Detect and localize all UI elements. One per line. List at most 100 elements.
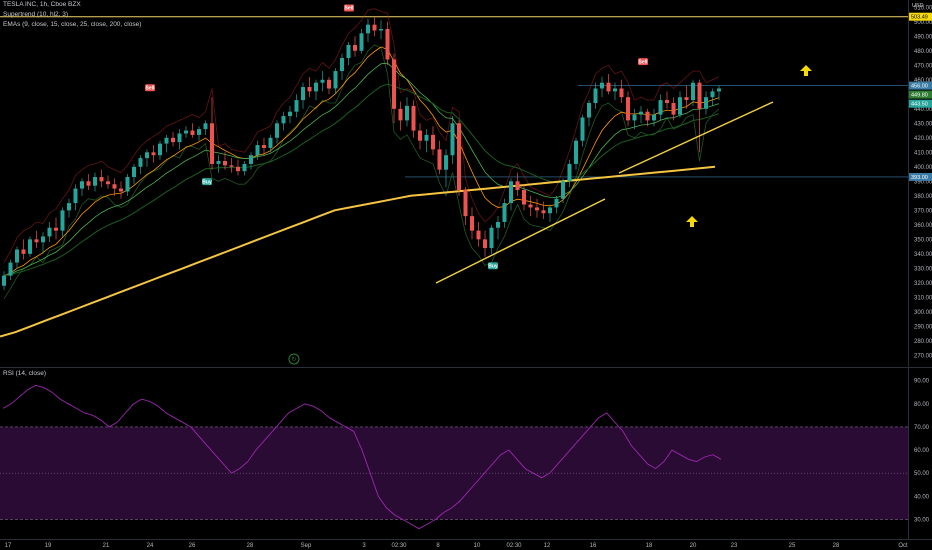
price-tag — [909, 99, 932, 108]
rsi-tick: 40.00 — [914, 494, 930, 500]
price-tag-text: 456.00 — [911, 84, 928, 90]
up-arrow[interactable] — [800, 65, 812, 76]
time-tick: Oct — [898, 543, 908, 549]
rsi-pane — [0, 384, 908, 530]
time-tick: 17 — [5, 543, 12, 549]
price-tick: 360.00 — [914, 223, 932, 229]
candle-body — [15, 249, 19, 263]
candle-body — [613, 88, 617, 92]
supertrend-down-line — [3, 8, 720, 263]
time-tick: 3 — [362, 543, 366, 549]
candle-body — [307, 87, 312, 92]
candle-body — [236, 166, 240, 172]
price-tick: 320.00 — [914, 281, 932, 287]
candle-body — [476, 230, 481, 240]
candle-body — [203, 123, 208, 130]
candle-body — [587, 102, 591, 118]
ema-lines — [0, 46, 720, 338]
candle-body — [320, 79, 325, 83]
price-tick: 340.00 — [914, 252, 932, 258]
candle-body — [528, 204, 533, 208]
supertrend — [3, 8, 720, 300]
candle-body — [535, 207, 539, 211]
candle-body — [112, 184, 117, 189]
candle-body — [379, 29, 383, 31]
supertrend-legend[interactable]: Supertrend (10, hl2, 3) — [3, 11, 69, 18]
price-tag-text: 443.50 — [911, 102, 928, 108]
rsi-legend[interactable]: RSI (14, close) — [3, 370, 46, 377]
rsi-tick: 70.00 — [914, 425, 930, 431]
price-tick: 480.00 — [914, 49, 932, 55]
time-tick: Sep — [301, 543, 312, 549]
ema-25-line — [3, 83, 720, 277]
price-tick: 440.00 — [914, 107, 932, 113]
rsi-axis: 30.00 40.00 50.00 60.00 70.00 80.00 90.00 — [914, 379, 930, 524]
candle-body — [444, 155, 448, 170]
candle-body — [463, 190, 468, 217]
price-tick: 390.00 — [914, 179, 932, 185]
trendline[interactable] — [435, 198, 606, 284]
candle-body — [281, 116, 286, 124]
price-tick: 430.00 — [914, 121, 932, 127]
candle-body — [424, 134, 429, 141]
symbol-legend[interactable]: TESLA INC, 1h, Cboe BZX — [3, 1, 81, 8]
candle-body — [132, 166, 136, 177]
time-tick: 12 — [544, 543, 551, 549]
price-tick: 350.00 — [914, 237, 932, 243]
candle-body — [275, 123, 279, 138]
candle-body — [366, 24, 370, 34]
up-arrow[interactable] — [686, 216, 698, 227]
price-tag — [909, 172, 932, 181]
price-tick: 500.00 — [914, 20, 932, 26]
candle-body — [671, 102, 676, 115]
candle-body — [177, 133, 182, 143]
candle-body — [405, 105, 409, 121]
replay-icon[interactable] — [288, 353, 300, 365]
candle-body — [502, 203, 507, 222]
sell-signal — [344, 4, 354, 12]
price-tag-text: 503.49 — [911, 15, 928, 21]
candle-body — [145, 152, 149, 159]
price-tick: 420.00 — [914, 136, 932, 142]
candle-body — [561, 181, 565, 199]
time-tick: 16 — [590, 543, 597, 549]
time-axis[interactable]: 17 19 21 24 26 28 Sep 3 02:30 8 10 02:30 12 16 18 20 23 2… — [5, 543, 908, 549]
candle-body — [372, 24, 377, 31]
candle-body — [294, 100, 299, 112]
candle-body — [353, 44, 357, 51]
trendlines[interactable] — [435, 101, 774, 284]
candle-body — [21, 249, 26, 254]
candle-body — [138, 158, 143, 167]
candle-body — [489, 227, 494, 249]
candle-body — [158, 143, 162, 156]
trendline[interactable] — [618, 101, 774, 174]
time-tick: 26 — [189, 543, 196, 549]
supertrend-signals: Sell Buy Sell Buy Sell — [145, 4, 648, 269]
candles — [2, 17, 721, 291]
candle-body — [268, 137, 273, 148]
rsi-tick: 90.00 — [914, 379, 930, 385]
candle-body — [431, 134, 435, 150]
candle-body — [346, 44, 351, 59]
candle-body — [639, 111, 643, 115]
time-tick: 28 — [833, 543, 840, 549]
time-tick: 25 — [789, 543, 796, 549]
candle-body — [93, 176, 97, 186]
emas-legend[interactable]: EMAs (9, close, 15, close, 25, close, 20… — [3, 21, 142, 28]
sell-signal — [145, 84, 155, 92]
candle-body — [554, 198, 559, 208]
candle-body — [710, 91, 715, 98]
candle-body — [580, 117, 585, 141]
candle-body — [41, 236, 45, 243]
candle-body — [697, 82, 702, 109]
candle-body — [164, 137, 169, 144]
candle-body — [418, 130, 422, 141]
time-tick: 24 — [147, 543, 154, 549]
candle-body — [28, 239, 32, 254]
candle-body — [314, 82, 318, 92]
candle-body — [67, 203, 71, 211]
time-tick: 10 — [474, 543, 481, 549]
candle-body — [619, 88, 624, 98]
candle-body — [496, 221, 500, 228]
